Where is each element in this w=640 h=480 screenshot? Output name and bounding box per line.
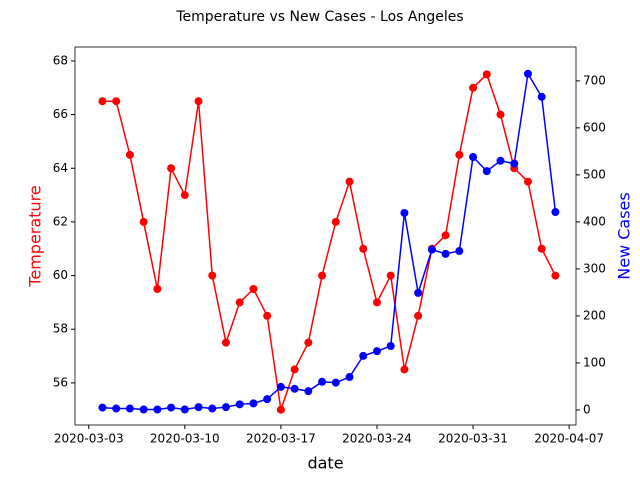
series-point: [263, 311, 272, 320]
series-point: [372, 298, 381, 307]
series-point: [98, 403, 107, 412]
x-tick-label: 2020-03-31: [438, 432, 508, 446]
series-point: [496, 156, 505, 165]
series-point: [551, 208, 560, 217]
series-point: [537, 244, 546, 253]
y-tick-label: 68: [53, 53, 68, 67]
series-point: [276, 405, 285, 414]
series-point: [276, 382, 285, 391]
series-point: [221, 403, 230, 412]
series-point: [112, 97, 121, 106]
y-tick-label: 66: [53, 107, 68, 121]
y-tick-label: 58: [53, 322, 68, 336]
series-point: [400, 365, 409, 374]
series-point: [249, 399, 258, 408]
y2-tick-label: 400: [583, 214, 606, 228]
series-point: [194, 97, 203, 106]
y-tick-label: 64: [53, 161, 68, 175]
series-point: [496, 110, 505, 119]
series-point: [221, 338, 230, 347]
series-point: [318, 377, 327, 386]
series-point: [180, 191, 189, 200]
series-point: [345, 373, 354, 382]
x-tick-label: 2020-03-17: [246, 432, 316, 446]
series-point: [455, 150, 464, 159]
series-point: [523, 177, 532, 186]
series-point: [359, 244, 368, 253]
series-point: [427, 245, 436, 254]
series-point: [441, 231, 450, 240]
series-point: [482, 70, 491, 79]
series-line: [102, 72, 557, 410]
series-point: [125, 404, 134, 413]
series-point: [139, 405, 148, 414]
series-point: [469, 153, 478, 162]
series-point: [510, 159, 519, 168]
series-point: [386, 342, 395, 351]
series-point: [331, 217, 340, 226]
y2-tick-label: 300: [583, 261, 606, 275]
y2-axis-label: New Cases: [615, 192, 634, 279]
series-point: [318, 271, 327, 280]
series-point: [345, 177, 354, 186]
x-tick-label: 2020-03-03: [54, 432, 124, 446]
x-tick-label: 2020-04-07: [534, 432, 604, 446]
series-point: [441, 249, 450, 258]
chart-title: Temperature vs New Cases - Los Angeles: [175, 9, 463, 25]
series-point: [537, 92, 546, 101]
series-point: [235, 298, 244, 307]
series-point: [167, 164, 176, 173]
series-point: [469, 83, 478, 92]
y2-tick-label: 100: [583, 355, 606, 369]
series-point: [372, 347, 381, 356]
series-point: [208, 404, 217, 413]
x-axis-label: date: [307, 454, 343, 473]
series-point: [235, 400, 244, 409]
series-point: [263, 395, 272, 404]
y-tick-label: 60: [53, 268, 68, 282]
series-point: [331, 378, 340, 387]
series-point: [386, 271, 395, 280]
x-tick-label: 2020-03-10: [150, 432, 220, 446]
y2-tick-label: 200: [583, 308, 606, 322]
y2-tick-label: 500: [583, 167, 606, 181]
series-point: [523, 69, 532, 78]
y-tick-label: 62: [53, 214, 68, 228]
y2-tick-label: 600: [583, 120, 606, 134]
series-point: [414, 311, 423, 320]
series-point: [249, 284, 258, 293]
series-point: [290, 365, 299, 374]
series-point: [304, 387, 313, 396]
series-point: [208, 271, 217, 280]
series-point: [139, 217, 148, 226]
series-point: [180, 405, 189, 414]
series-point: [359, 351, 368, 360]
series-point: [290, 384, 299, 393]
series-point: [153, 284, 162, 293]
plot-frame: [74, 46, 577, 426]
y2-tick-label: 700: [583, 73, 606, 87]
series-point: [304, 338, 313, 347]
series-point: [194, 403, 203, 412]
series-point: [125, 150, 134, 159]
series-point: [98, 97, 107, 106]
series-point: [414, 288, 423, 297]
x-tick-label: 2020-03-24: [342, 432, 412, 446]
y-axis-label: Temperature: [26, 185, 45, 287]
series-point: [112, 404, 121, 413]
y-tick-label: 56: [53, 375, 68, 389]
y2-tick-label: 0: [583, 402, 591, 416]
series-point: [455, 247, 464, 256]
series-point: [551, 271, 560, 280]
series-point: [153, 405, 162, 414]
series-point: [167, 403, 176, 412]
series-line: [102, 71, 557, 411]
series-point: [482, 167, 491, 176]
series-point: [400, 208, 409, 217]
